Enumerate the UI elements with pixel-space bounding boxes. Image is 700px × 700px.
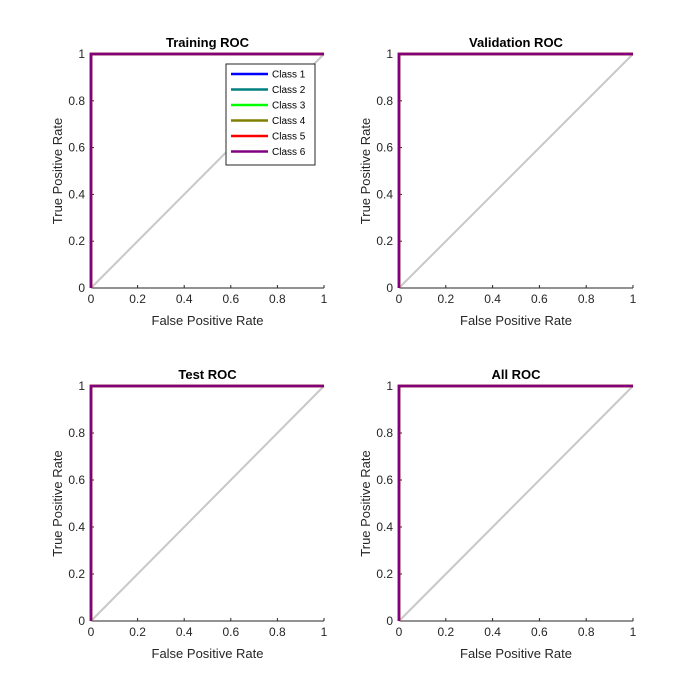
x-tick-label: 0.2: [437, 292, 454, 306]
x-tick-label: 1: [630, 292, 637, 306]
x-tick-label: 0.2: [129, 625, 146, 639]
legend-entry: Class 4: [272, 116, 306, 127]
x-tick-label: 0.4: [484, 625, 501, 639]
x-tick-label: 1: [321, 625, 328, 639]
y-axis-label: True Positive Rate: [358, 450, 373, 556]
y-tick-label: 1: [386, 379, 393, 393]
chance-line: [398, 385, 634, 622]
roc-panel-2: 0 0.2 0.4 0.6 0.8 1 0 0.2 0.4 0.6 0.8 1 Validation R…: [358, 35, 637, 328]
x-axis-label: False Positive Rate: [460, 646, 572, 661]
x-tick-label: 0.2: [129, 292, 146, 306]
x-axis-label: False Positive Rate: [152, 313, 264, 328]
roc-curve-class-6: [89, 384, 324, 621]
x-tick-label: 1: [630, 625, 637, 639]
y-tick-label: 0.6: [68, 141, 85, 155]
chance-line: [90, 385, 325, 622]
x-axis-label: False Positive Rate: [152, 646, 264, 661]
y-tick-label: 1: [78, 47, 85, 61]
x-tick-label: 0.6: [531, 625, 548, 639]
x-tick-label: 0.8: [578, 625, 595, 639]
x-tick-label: 0: [396, 292, 403, 306]
y-tick-label: 0.8: [68, 94, 85, 108]
legend-entry: Class 5: [272, 132, 306, 143]
roc-panel-3: 0 0.2 0.4 0.6 0.8 1 0 0.2 0.4 0.6 0.8 1 Test ROC Fals…: [50, 367, 328, 661]
legend-entry: Class 6: [272, 147, 306, 158]
y-tick-label: 0: [386, 281, 393, 295]
roc-panel-4: 0 0.2 0.4 0.6 0.8 1 0 0.2 0.4 0.6 0.8 1 All ROC False…: [358, 367, 637, 661]
y-axis-label: True Positive Rate: [50, 450, 65, 556]
y-axis-label: True Positive Rate: [50, 118, 65, 224]
y-tick-label: 0: [78, 281, 85, 295]
y-tick-label: 0.2: [68, 234, 85, 248]
legend-entry: Class 2: [272, 85, 306, 96]
x-tick-label: 0.4: [176, 292, 193, 306]
y-tick-label: 0.6: [376, 141, 393, 155]
x-tick-label: 0.6: [222, 625, 239, 639]
y-tick-label: 0.8: [376, 94, 393, 108]
y-tick-label: 0.2: [376, 234, 393, 248]
y-tick-label: 0: [78, 614, 85, 628]
roc-panel-1: 0 0.2 0.4 0.6 0.8 1 0 0.2 0.4 0.6 0.8 1 Training ROC…: [50, 35, 328, 328]
y-tick-label: 0.4: [68, 187, 85, 201]
y-tick-label: 0.6: [68, 473, 85, 487]
y-tick-label: 0.8: [68, 426, 85, 440]
x-tick-label: 0.6: [222, 292, 239, 306]
x-tick-label: 0: [396, 625, 403, 639]
y-tick-label: 0.2: [376, 567, 393, 581]
x-tick-label: 0.4: [176, 625, 193, 639]
y-tick-label: 1: [386, 47, 393, 61]
x-tick-label: 0.2: [437, 625, 454, 639]
chart-title: All ROC: [491, 367, 541, 382]
roc-curve-class-6: [89, 52, 324, 288]
y-tick-label: 0.8: [376, 426, 393, 440]
chart-title: Training ROC: [166, 35, 250, 50]
y-tick-label: 0.2: [68, 567, 85, 581]
chart-title: Validation ROC: [469, 35, 564, 50]
x-tick-label: 0.8: [269, 625, 286, 639]
roc-curve-class-6: [397, 52, 633, 288]
y-tick-label: 0.6: [376, 473, 393, 487]
y-axis-label: True Positive Rate: [358, 118, 373, 224]
legend-entry: Class 1: [272, 70, 306, 81]
x-tick-label: 0.8: [578, 292, 595, 306]
legend-entry: Class 3: [272, 101, 306, 112]
roc-curve-class-6: [397, 384, 633, 621]
legend: Class 1 Class 2 Class 3 Class 4 Class 5 Class…: [225, 63, 316, 166]
y-tick-label: 0.4: [68, 520, 85, 534]
x-axis-label: False Positive Rate: [460, 313, 572, 328]
x-tick-label: 1: [321, 292, 328, 306]
x-tick-label: 0: [88, 292, 95, 306]
y-tick-label: 0: [386, 614, 393, 628]
y-tick-label: 1: [78, 379, 85, 393]
chance-line: [398, 53, 634, 289]
x-tick-label: 0.6: [531, 292, 548, 306]
y-tick-label: 0.4: [376, 187, 393, 201]
y-tick-label: 0.4: [376, 520, 393, 534]
legend-box: [225, 63, 316, 166]
x-tick-label: 0.8: [269, 292, 286, 306]
chart-title: Test ROC: [178, 367, 237, 382]
x-tick-label: 0.4: [484, 292, 501, 306]
x-tick-label: 0: [88, 625, 95, 639]
